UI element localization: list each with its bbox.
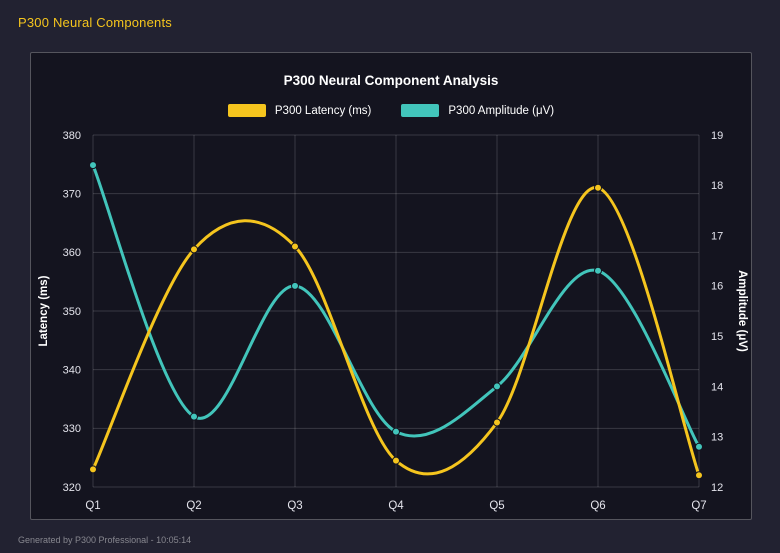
right-tick-label: 13 (711, 432, 723, 444)
latency-data-point (89, 465, 97, 474)
legend-label-amplitude: P300 Amplitude (μV) (448, 104, 555, 117)
legend-item-amplitude[interactable]: P300 Amplitude (μV) (401, 104, 554, 117)
x-tick-label: Q3 (287, 500, 302, 512)
x-tick-label: Q7 (691, 500, 706, 512)
amplitude-data-point (190, 412, 198, 421)
line-chart: 320 330 340 350 360 370 380 12 13 14 15 16 17 18 19 Q1 Q… (38, 130, 748, 512)
legend-item-latency[interactable]: P300 Latency (ms) (227, 104, 372, 117)
right-tick-label: 15 (711, 331, 723, 343)
amplitude-data-point (493, 382, 501, 391)
left-tick-label: 370 (63, 189, 81, 201)
right-tick-label: 12 (711, 482, 723, 494)
x-tick-label: Q4 (388, 500, 404, 512)
footer-note: Generated by P300 Professional - 10:05:1… (18, 535, 192, 545)
chart-panel: P300 Neural Component Analysis P300 Late… (30, 52, 752, 520)
latency-swatch-icon (227, 104, 266, 117)
latency-data-point (291, 242, 299, 251)
latency-data-point (392, 456, 400, 465)
left-tick-label: 350 (63, 306, 81, 318)
left-tick-label: 360 (63, 247, 81, 259)
latency-data-point (594, 183, 602, 192)
latency-data-point (695, 471, 703, 480)
latency-data-point (190, 245, 198, 254)
x-tick-label: Q2 (186, 500, 201, 512)
right-tick-label: 14 (711, 381, 723, 393)
right-axis-title: Amplitude (μV) (736, 270, 748, 352)
amplitude-data-point (89, 161, 97, 170)
x-tick-label: Q1 (85, 500, 100, 512)
amplitude-data-point (392, 427, 400, 436)
latency-data-point (493, 418, 501, 427)
chart-title: P300 Neural Component Analysis (283, 73, 499, 88)
x-tick-label: Q6 (590, 500, 605, 512)
left-tick-label: 320 (63, 482, 81, 494)
page-title: P300 Neural Components (18, 15, 172, 30)
right-tick-label: 18 (711, 180, 723, 192)
left-tick-label: 380 (63, 130, 81, 142)
left-tick-label: 340 (63, 365, 81, 377)
left-tick-label: 330 (63, 423, 81, 435)
chart-legend: P300 Latency (ms) P300 Amplitude (μV) (31, 104, 751, 117)
right-tick-label: 17 (711, 230, 723, 242)
left-axis-title: Latency (ms) (38, 275, 50, 346)
amplitude-data-point (291, 281, 299, 290)
x-tick-label: Q5 (489, 500, 504, 512)
right-tick-label: 16 (711, 281, 723, 293)
amplitude-swatch-icon (401, 104, 440, 117)
right-tick-label: 19 (711, 130, 723, 142)
amplitude-data-point (695, 442, 703, 451)
legend-label-latency: P300 Latency (ms) (274, 104, 372, 117)
amplitude-data-point (594, 266, 602, 275)
